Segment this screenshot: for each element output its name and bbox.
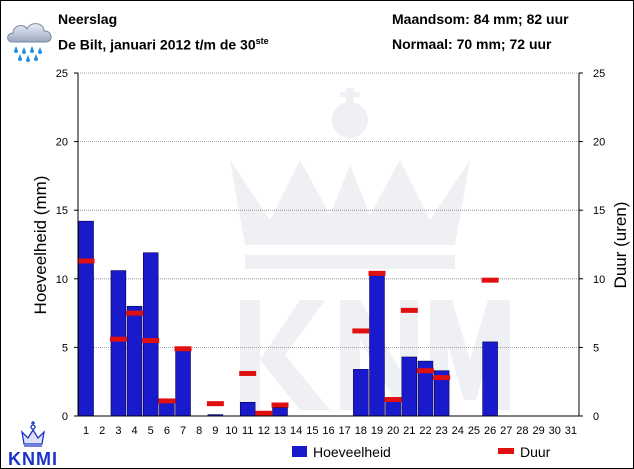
x-tick-label: 11 bbox=[242, 425, 253, 437]
legend-swatch-duur bbox=[498, 448, 514, 454]
marker-duur bbox=[416, 368, 434, 374]
marker-duur bbox=[77, 258, 95, 264]
y-tick-label-right: 25 bbox=[593, 68, 605, 80]
x-tick-label: 26 bbox=[484, 425, 496, 437]
x-tick-label: 29 bbox=[532, 425, 544, 437]
bar-hoeveelheid bbox=[385, 400, 401, 417]
marker-duur bbox=[142, 338, 160, 344]
marker-duur bbox=[368, 270, 386, 276]
marker-duur bbox=[255, 410, 273, 416]
marker-duur bbox=[352, 328, 370, 334]
monthly-total: Maandsom: 84 mm; 82 uur bbox=[392, 11, 569, 27]
x-tick-label: 8 bbox=[196, 425, 202, 437]
x-tick-label: 21 bbox=[403, 425, 415, 437]
x-tick-label: 3 bbox=[115, 425, 121, 437]
x-tick-label: 10 bbox=[225, 425, 237, 437]
marker-duur bbox=[481, 277, 499, 283]
x-tick-label: 22 bbox=[419, 425, 431, 437]
y-tick-label-right: 10 bbox=[593, 274, 605, 286]
chart-title: Neerslag bbox=[58, 11, 118, 27]
marker-duur bbox=[400, 307, 418, 313]
bar-hoeveelheid bbox=[78, 220, 94, 417]
y-tick-label-left: 20 bbox=[56, 137, 68, 149]
bar-hoeveelheid bbox=[353, 369, 369, 417]
chart-subtitle-text: De Bilt, januari 2012 t/m de 30 bbox=[58, 36, 256, 53]
x-tick-label: 27 bbox=[500, 425, 512, 437]
x-tick-label: 2 bbox=[99, 425, 105, 437]
marker-duur bbox=[126, 310, 144, 316]
x-tick-label: 18 bbox=[355, 425, 367, 437]
marker-duur bbox=[158, 398, 176, 404]
y-tick-label-left: 0 bbox=[62, 411, 68, 423]
y-tick-label-left: 25 bbox=[56, 68, 68, 80]
x-tick-label: 31 bbox=[565, 425, 577, 437]
bar-hoeveelheid bbox=[159, 401, 175, 417]
x-tick-label: 19 bbox=[371, 425, 383, 437]
y-axis-left-title: Hoeveelheid (mm) bbox=[31, 176, 50, 315]
marker-duur bbox=[271, 402, 289, 408]
bar-hoeveelheid bbox=[110, 270, 127, 417]
bar-hoeveelheid bbox=[369, 274, 385, 417]
x-tick-label: 16 bbox=[322, 425, 334, 437]
marker-duur bbox=[174, 346, 192, 352]
chart-legend: Hoeveelheid Duur bbox=[292, 444, 551, 460]
marker-duur bbox=[109, 336, 127, 342]
x-tick-label: 12 bbox=[258, 425, 270, 437]
bar-hoeveelheid bbox=[175, 349, 191, 417]
y-tick-label-right: 5 bbox=[593, 342, 599, 354]
x-tick-label: 1 bbox=[83, 425, 89, 437]
y-tick-label-right: 15 bbox=[593, 205, 605, 217]
bar-hoeveelheid bbox=[142, 252, 159, 417]
marker-duur bbox=[433, 375, 451, 381]
x-tick-label: 13 bbox=[274, 425, 286, 437]
y-tick-label-right: 20 bbox=[593, 137, 605, 149]
x-tick-label: 24 bbox=[452, 425, 464, 437]
x-tick-label: 17 bbox=[339, 425, 351, 437]
x-tick-label: 5 bbox=[148, 425, 154, 437]
y-tick-label-left: 10 bbox=[56, 274, 68, 286]
x-tick-label: 14 bbox=[290, 425, 302, 437]
bar-hoeveelheid bbox=[482, 341, 498, 417]
normal-total: Normaal: 70 mm; 72 uur bbox=[392, 36, 552, 52]
x-tick-label: 7 bbox=[180, 425, 186, 437]
x-tick-label: 30 bbox=[549, 425, 561, 437]
x-tick-label: 15 bbox=[306, 425, 318, 437]
bar-hoeveelheid bbox=[126, 305, 143, 417]
knmi-logo-text: KNMI bbox=[8, 449, 58, 469]
marker-duur bbox=[206, 401, 224, 407]
legend-label-hoeveelheid: Hoeveelheid bbox=[313, 444, 391, 460]
x-tick-label: 28 bbox=[516, 425, 528, 437]
bar-hoeveelheid bbox=[239, 401, 256, 417]
marker-duur bbox=[384, 397, 402, 403]
bar-hoeveelheid bbox=[401, 356, 418, 417]
bar-hoeveelheid bbox=[272, 407, 288, 417]
legend-label-duur: Duur bbox=[520, 444, 551, 460]
x-tick-label: 9 bbox=[212, 425, 218, 437]
rain-cloud-icon bbox=[7, 23, 52, 62]
marker-duur bbox=[239, 370, 257, 376]
x-tick-label: 4 bbox=[132, 425, 138, 437]
y-tick-label-left: 15 bbox=[56, 205, 68, 217]
x-tick-label: 25 bbox=[468, 425, 480, 437]
y-tick-label-left: 5 bbox=[62, 342, 68, 354]
x-tick-label: 23 bbox=[436, 425, 448, 437]
x-tick-label: 6 bbox=[164, 425, 170, 437]
y-tick-label-right: 0 bbox=[593, 411, 599, 423]
y-axis-right-title: Duur (uren) bbox=[611, 202, 630, 289]
knmi-logo: KNMI bbox=[8, 421, 58, 469]
legend-swatch-hoeveelheid bbox=[292, 446, 307, 457]
chart-subtitle: De Bilt, januari 2012 t/m de 30ste bbox=[58, 36, 269, 53]
chart-subtitle-sup: ste bbox=[255, 36, 269, 46]
x-tick-label: 20 bbox=[387, 425, 399, 437]
